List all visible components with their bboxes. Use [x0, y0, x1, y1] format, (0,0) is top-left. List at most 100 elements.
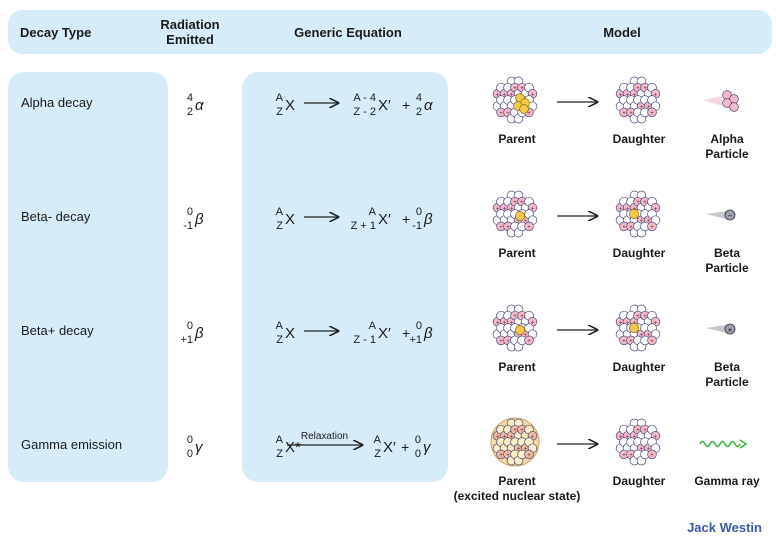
parent-label: Parent: [498, 360, 535, 374]
iso-symbol: β: [423, 211, 433, 228]
proton-sign: +: [524, 219, 528, 225]
daughter-label: Daughter: [613, 360, 666, 374]
iso-atomic: Z: [276, 220, 283, 232]
parent-nucleus: +++++++++++: [492, 304, 538, 352]
row-1: 0-1 β AZ X AZ + 1 X′ +0-1 β+ +++++++++++ ++ ++++++…: [183, 190, 749, 275]
iso-symbol: X: [285, 97, 295, 114]
proton: [524, 221, 534, 232]
iso-symbol: γ: [195, 439, 204, 456]
proton: [524, 335, 534, 346]
proton-sign: +: [506, 225, 510, 231]
alpha-nucleon: [519, 104, 529, 114]
proton-sign: +: [629, 225, 633, 231]
iso-atomic: -1: [183, 220, 193, 232]
proton-sign: +: [531, 320, 535, 326]
decay-type-gamma: Gamma emission: [21, 437, 123, 452]
parent-nucleus: +++++++++++: [490, 417, 540, 467]
header-radiation: Radiation Emitted: [160, 17, 220, 47]
proton-sign: +: [640, 333, 644, 339]
parent-sub-label: (excited nuclear state): [454, 489, 581, 503]
eq-plus: +: [401, 439, 409, 455]
decay-type-column: [8, 72, 168, 482]
proton-sign: +: [650, 339, 654, 345]
proton-sign: +: [513, 200, 517, 206]
beta-charge: +: [728, 326, 733, 335]
proton-sign: +: [524, 447, 528, 453]
iso-atomic: Z: [276, 334, 283, 346]
proton-sign: +: [654, 92, 658, 98]
iso-mass: 4: [416, 92, 422, 104]
proton-sign: +: [496, 320, 500, 326]
proton-sign: +: [510, 320, 514, 326]
daughter-nucleus: +++++++++++: [615, 76, 661, 124]
proton-sign: +: [626, 320, 630, 326]
proton-sign: +: [524, 333, 528, 339]
proton-sign: +: [636, 428, 640, 434]
iso-mass: A: [276, 92, 284, 104]
proton-sign: +: [510, 434, 514, 440]
iso-mass: 0: [416, 320, 422, 332]
proton-sign: +: [496, 92, 500, 98]
iso-mass: A: [276, 206, 284, 218]
eq-reactant: AZ X: [276, 320, 295, 346]
proton-sign: +: [510, 206, 514, 212]
proton-sign: +: [626, 206, 630, 212]
iso-symbol: X: [285, 211, 295, 228]
proton-sign: +: [643, 428, 647, 434]
gamma-wave: [699, 440, 741, 448]
iso-symbol: X: [285, 325, 295, 342]
eq-plus: +: [402, 325, 410, 341]
iso-atomic: Z: [276, 106, 283, 118]
iso-atomic: Z - 1: [353, 334, 376, 346]
proton-sign: +: [636, 314, 640, 320]
equation-column: [242, 72, 448, 482]
eq-emitted: 0 -1 β: [412, 206, 433, 232]
particle-label: Beta: [714, 246, 740, 260]
decay-type-alpha: Alpha decay: [21, 95, 93, 110]
iso-symbol: X′: [378, 325, 391, 342]
proton-sign: +: [654, 434, 658, 440]
header-equation: Generic Equation: [294, 25, 402, 40]
proton-sign: +: [640, 105, 644, 111]
brand-logo-text: Jack Westin: [687, 520, 762, 535]
iso-mass: A: [276, 434, 284, 446]
beta-particle: [724, 209, 736, 221]
iso-atomic: 2: [416, 106, 422, 118]
beta-charge: −: [728, 212, 733, 221]
iso-atomic: +1: [409, 334, 422, 346]
eq-product: A - 4 Z - 2 X′: [353, 92, 391, 118]
new-nucleon: [629, 323, 639, 333]
daughter-label: Daughter: [613, 246, 666, 260]
iso-mass: 0: [187, 320, 193, 332]
particle-label-2: Particle: [705, 375, 749, 389]
proton: [647, 449, 657, 460]
daughter-label: Daughter: [613, 474, 666, 488]
proton-sign: +: [643, 200, 647, 206]
proton-sign: +: [510, 92, 514, 98]
proton-sign: +: [629, 111, 633, 117]
proton-sign: +: [626, 92, 630, 98]
iso-mass: A - 4: [353, 92, 376, 104]
iso-atomic: 0: [187, 448, 193, 460]
proton-sign: +: [619, 92, 623, 98]
iso-symbol: X*: [285, 439, 301, 456]
new-nucleon: [629, 209, 639, 219]
iso-mass: 0: [187, 206, 193, 218]
proton-sign: +: [643, 314, 647, 320]
iso-mass: A: [374, 434, 382, 446]
decay-type-beta-plus: Beta+ decay: [21, 323, 94, 338]
proton-sign: +: [654, 320, 658, 326]
proton-sign: +: [503, 92, 507, 98]
proton-sign: +: [503, 434, 507, 440]
proton-sign: +: [513, 314, 517, 320]
proton-sign: +: [629, 453, 633, 459]
proton-sign: +: [622, 111, 626, 117]
iso-atomic: 2: [187, 106, 193, 118]
proton-sign: +: [527, 339, 531, 345]
iso-symbol: β: [423, 325, 433, 342]
beta-trail: [706, 211, 726, 219]
eq-product: AZ X′: [374, 434, 396, 460]
proton-sign: +: [520, 428, 524, 434]
daughter-nucleus: +++++++++++: [615, 418, 661, 466]
proton-sign: +: [650, 225, 654, 231]
